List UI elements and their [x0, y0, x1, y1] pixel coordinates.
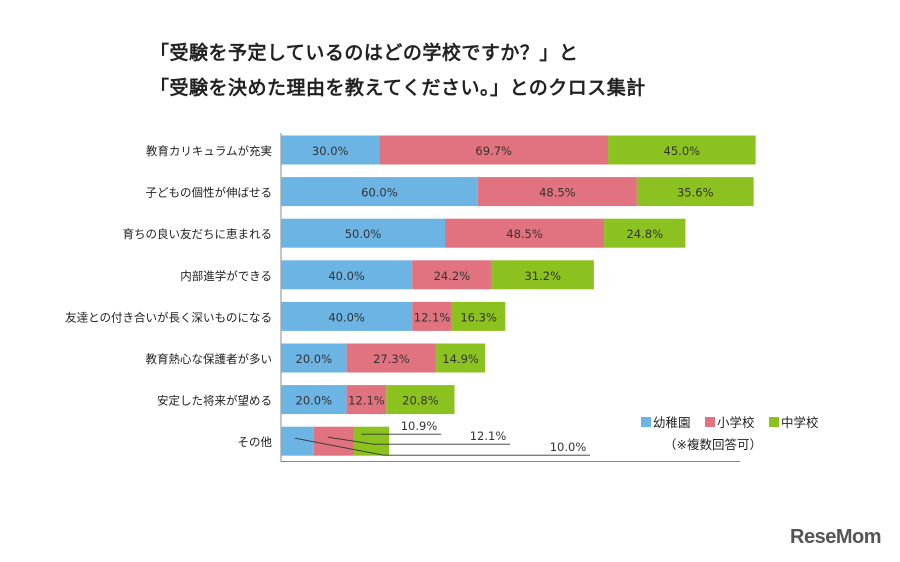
bar-segment-幼稚園	[281, 343, 347, 373]
data-label: 12.1%	[348, 394, 385, 408]
bar-segment-小学校	[346, 385, 387, 415]
legend-label: 小学校	[717, 415, 755, 430]
bar-segment-幼稚園	[281, 135, 380, 165]
chart-title-line-1: 「受験を予定しているのはどの学校ですか？」と	[150, 42, 579, 64]
data-label: 10.0%	[550, 440, 587, 454]
legend-swatch-中学校	[769, 417, 779, 427]
bar-segment-小学校	[412, 260, 492, 290]
category-label: 安定した将来が望める	[157, 394, 272, 408]
data-label: 45.0%	[664, 144, 701, 158]
resemom-logo: ReseMom	[790, 526, 881, 548]
category-label: 育ちの良い友だちに恵まれる	[123, 227, 273, 241]
category-label: 子どもの個性が伸ばせる	[146, 186, 273, 200]
bar-segment-幼稚園	[281, 177, 478, 207]
bar-segment-幼稚園	[281, 218, 445, 248]
data-label: 16.3%	[460, 310, 497, 324]
bar-segment-幼稚園	[281, 301, 413, 331]
bar-segment-中学校	[491, 260, 594, 290]
category-label: 教育カリキュラムが充実	[146, 144, 272, 158]
bar-segment-中学校	[353, 426, 390, 456]
bar-segment-幼稚園	[281, 260, 413, 290]
bar-segment-中学校	[451, 301, 506, 331]
legend-swatch-幼稚園	[641, 417, 651, 427]
bar-segment-中学校	[604, 218, 686, 248]
data-label: 40.0%	[328, 269, 365, 283]
legend-label: 中学校	[781, 415, 819, 430]
bar-segment-小学校	[412, 301, 452, 331]
bar-segment-幼稚園	[281, 426, 314, 456]
legend-label: 幼稚園	[653, 415, 691, 430]
data-label: 40.0%	[328, 310, 365, 324]
bar-segment-小学校	[346, 343, 437, 373]
legend-note: （※複数回答可）	[664, 437, 762, 452]
data-label: 24.2%	[434, 269, 471, 283]
data-label: 31.2%	[524, 269, 561, 283]
bar-segment-中学校	[386, 385, 455, 415]
bar-segment-幼稚園	[281, 385, 347, 415]
bar-segment-小学校	[379, 135, 609, 165]
category-label: その他	[238, 435, 273, 449]
data-label: 35.6%	[677, 186, 714, 200]
bar-segment-中学校	[636, 177, 754, 207]
legend-swatch-小学校	[705, 417, 715, 427]
data-label: 69.7%	[475, 144, 512, 158]
bar-segment-小学校	[477, 177, 637, 207]
chart-title-line-2: 「受験を決めた理由を教えてください。」とのクロス集計	[150, 77, 646, 99]
data-label: 20.0%	[296, 394, 333, 408]
data-label: 14.9%	[442, 352, 479, 366]
data-label: 12.1%	[414, 310, 451, 324]
data-label: 12.1%	[470, 429, 507, 443]
leader-line	[294, 437, 590, 456]
data-label: 24.8%	[626, 227, 663, 241]
bar-segment-中学校	[436, 343, 486, 373]
bar-segment-小学校	[313, 426, 354, 456]
category-label: 友達との付き合いが長く深いものになる	[65, 310, 272, 324]
data-label: 48.5%	[539, 186, 576, 200]
data-label: 20.0%	[296, 352, 333, 366]
data-label: 10.9%	[401, 419, 438, 433]
data-label: 20.8%	[402, 394, 439, 408]
category-label: 内部進学ができる	[180, 269, 272, 283]
data-label: 50.0%	[345, 227, 382, 241]
data-label: 27.3%	[373, 352, 410, 366]
data-label: 48.5%	[506, 227, 543, 241]
bar-segment-中学校	[608, 135, 756, 165]
data-label: 60.0%	[361, 186, 398, 200]
leader-line	[327, 436, 510, 445]
bar-segment-小学校	[445, 218, 605, 248]
data-label: 30.0%	[312, 144, 349, 158]
category-label: 教育熱心な保護者が多い	[146, 352, 273, 366]
